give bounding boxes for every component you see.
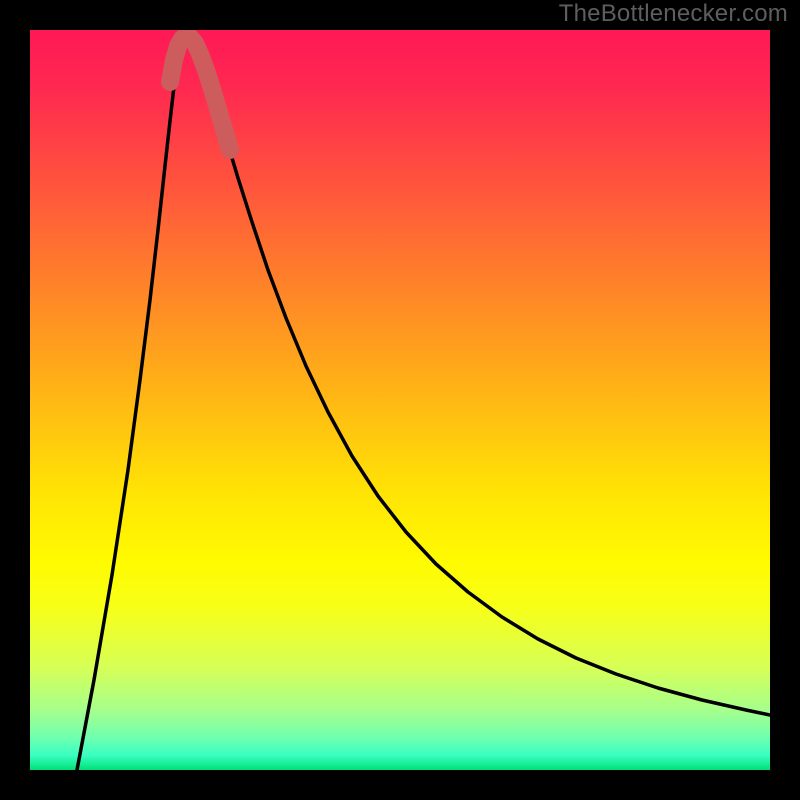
watermark-text: TheBottlenecker.com — [559, 0, 788, 28]
chart-background — [30, 30, 770, 770]
bottleneck-chart — [0, 0, 800, 800]
chart-container: TheBottlenecker.com — [0, 0, 800, 800]
